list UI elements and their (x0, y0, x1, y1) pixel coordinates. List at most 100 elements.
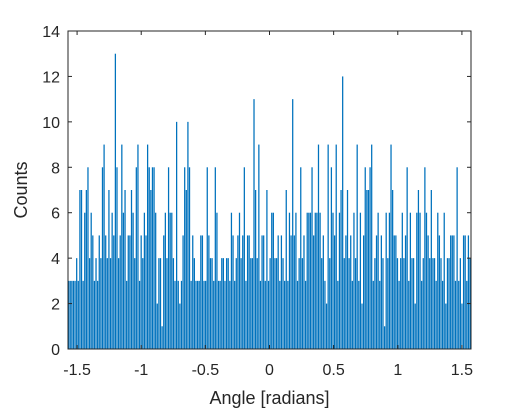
histogram-bar (303, 235, 305, 349)
histogram-bar (433, 258, 436, 349)
histogram-bar (177, 280, 179, 349)
histogram-bar (222, 258, 225, 349)
histogram-bar (454, 280, 457, 349)
histogram-bar (116, 167, 118, 349)
histogram-bar (377, 212, 379, 349)
histogram-bar (130, 190, 133, 349)
histogram-bar (80, 190, 83, 349)
y-tick-label: 8 (51, 160, 60, 177)
histogram-bar (456, 167, 458, 349)
histogram-bar (269, 258, 271, 349)
histogram-bar (298, 258, 300, 349)
histogram-bar (396, 258, 399, 349)
histogram-bar (148, 167, 150, 349)
histogram-bar (155, 212, 157, 349)
histogram-bar (443, 212, 445, 349)
histogram-bar (274, 258, 276, 349)
histogram-bar (156, 303, 158, 349)
histogram-bar (68, 280, 70, 349)
histogram-bar (248, 235, 250, 349)
histogram-bar (319, 212, 321, 349)
histogram-bar (129, 235, 131, 349)
histogram-bar (122, 212, 125, 349)
histogram-bar (464, 235, 466, 349)
histogram-bar (393, 235, 395, 349)
histogram-bar (364, 167, 366, 349)
histogram-bar (90, 212, 92, 349)
histogram-bar (163, 235, 165, 349)
x-tick-label: 1.5 (451, 362, 473, 379)
histogram-bar (108, 190, 110, 349)
plot-area-frame (67, 30, 472, 350)
histogram-bar (403, 258, 405, 349)
histogram-bar (432, 258, 434, 349)
histogram-bar (322, 235, 324, 349)
histogram-bar (395, 235, 397, 349)
histogram-bar (272, 212, 274, 349)
histogram-bar (105, 235, 107, 349)
histogram-bar (267, 280, 270, 349)
histogram-bar (425, 212, 428, 349)
histogram-bar (214, 167, 216, 349)
histogram-bar (372, 280, 374, 349)
histogram-bar (332, 212, 334, 349)
histogram-bar (411, 258, 413, 349)
histogram-bar (100, 258, 102, 349)
histogram-bar (132, 212, 134, 349)
histogram-bar (342, 76, 344, 350)
histogram-bar (401, 212, 403, 349)
histogram-bar (314, 212, 316, 349)
histogram-bar (416, 212, 418, 349)
histogram-bar (82, 280, 84, 349)
histogram-bar (290, 235, 292, 349)
histogram-bar (295, 212, 297, 349)
histogram-bar (253, 99, 255, 349)
y-tick-label: 2 (51, 297, 60, 314)
histogram-bar (201, 235, 204, 349)
histogram-bar (224, 280, 226, 349)
histogram-bar (121, 144, 123, 349)
histogram-bar (435, 280, 437, 349)
histogram-bar (235, 258, 237, 349)
histogram-bar (77, 280, 79, 349)
histogram-bar (414, 303, 416, 349)
histogram-bar (211, 258, 213, 349)
y-tick-label: 12 (42, 69, 60, 86)
histogram-bar (192, 235, 194, 349)
histogram-bar (340, 190, 342, 349)
histogram-bar (227, 258, 229, 349)
histogram-bar (261, 235, 263, 349)
histogram-bar (153, 167, 155, 349)
histogram-bar (171, 212, 173, 349)
histogram-bar (325, 303, 328, 349)
histogram-bar (459, 258, 461, 349)
histogram-bar (429, 258, 431, 349)
histogram-bar (282, 258, 284, 349)
histogram-bar (333, 235, 336, 349)
histogram-bar (229, 280, 231, 349)
histogram-bar (422, 258, 424, 349)
histogram-bar (417, 190, 420, 349)
histogram-bar (135, 167, 137, 349)
histogram-bar (335, 144, 337, 349)
histogram-bar (271, 212, 273, 349)
histogram-bar (238, 212, 241, 349)
histogram-bar (379, 280, 381, 349)
histogram-bar (388, 212, 391, 349)
histogram-bar (412, 258, 415, 349)
histogram-bar (203, 280, 205, 349)
histogram-bar (71, 280, 73, 349)
histogram-bar (146, 144, 149, 349)
histogram-bar (190, 280, 192, 349)
histogram-bar (84, 212, 86, 349)
histogram-bar (327, 144, 329, 349)
histogram-bar (232, 235, 234, 349)
histogram-bar (440, 258, 442, 349)
histogram-bar (448, 258, 450, 349)
histogram-bar (217, 280, 220, 349)
x-tick-label: -0.5 (192, 362, 220, 379)
histogram-bar (243, 167, 245, 349)
histogram-bar (317, 144, 320, 349)
